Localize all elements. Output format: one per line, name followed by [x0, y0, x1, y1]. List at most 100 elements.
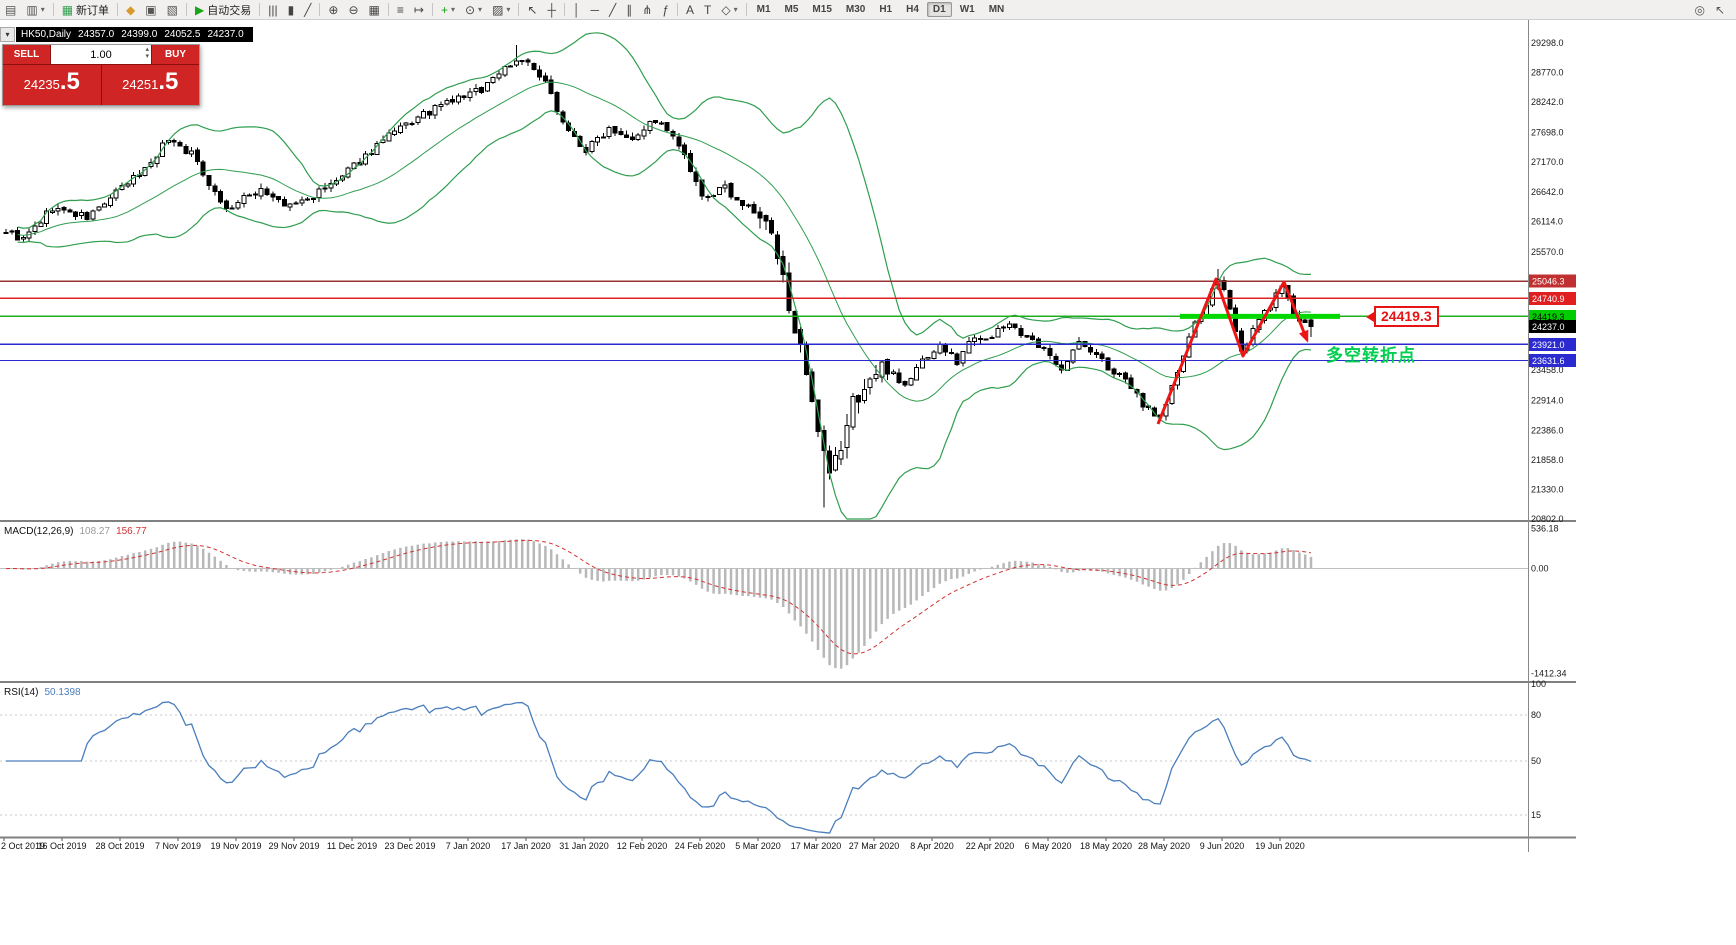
svg-text:22386.0: 22386.0 [1531, 425, 1564, 435]
mql5-community-button[interactable]: ◆ [122, 0, 139, 19]
indicators-button[interactable]: + ▾ [437, 0, 459, 19]
chart-info-bar: ▾ HK50,Daily 24357.0 24399.0 24052.5 242… [0, 27, 253, 42]
sell-price-button[interactable]: 24235.5 [3, 65, 101, 105]
timeframe-D1[interactable]: D1 [926, 2, 952, 17]
new-chart-button[interactable]: ▤ [1, 0, 20, 19]
price-callout[interactable]: 24419.3 [1366, 306, 1439, 327]
profiles-button[interactable]: ▥ ▾ [22, 0, 48, 19]
svg-text:25570.0: 25570.0 [1531, 247, 1564, 257]
collapse-trade-panel-button[interactable]: ▾ [0, 27, 15, 42]
close-value: 24237.0 [207, 29, 244, 40]
annotations[interactable] [1156, 277, 1340, 425]
svg-text:20802.0: 20802.0 [1531, 514, 1564, 524]
toolbar-separator [185, 3, 187, 16]
text-icon: A [686, 2, 695, 17]
svg-text:8 Apr 2020: 8 Apr 2020 [910, 841, 954, 851]
templates-icon: ▨ [492, 2, 504, 17]
templates-dropdown-icon[interactable]: ▾ [506, 5, 511, 14]
open-value: 24357.0 [78, 29, 115, 40]
toolbar-separator [745, 3, 747, 16]
svg-text:7 Jan 2020: 7 Jan 2020 [446, 841, 491, 851]
line-mode-button[interactable]: ╱ [300, 0, 315, 19]
periods-icon: ⊙ [464, 2, 476, 17]
vertical-line-button[interactable]: │ [569, 0, 585, 19]
svg-text:21858.0: 21858.0 [1531, 455, 1564, 465]
zoom-in-button[interactable]: ⊕ [324, 0, 342, 19]
svg-text:-1412.34: -1412.34 [1531, 668, 1567, 678]
data-window-icon: ▣ [145, 2, 157, 17]
chart-shift-icon: ↦ [413, 2, 424, 17]
timeframe-H4[interactable]: H4 [906, 4, 919, 15]
svg-text:28242.0: 28242.0 [1531, 97, 1564, 107]
profiles-dropdown-icon[interactable]: ▾ [40, 5, 45, 14]
arrow-objects-dropdown-icon[interactable]: ▾ [733, 5, 738, 14]
timeframe-M1[interactable]: M1 [756, 4, 771, 15]
rsi-name: RSI(14) [4, 687, 39, 698]
svg-text:22914.0: 22914.0 [1531, 396, 1564, 406]
timeframe-H1[interactable]: H1 [879, 4, 893, 15]
buy-price-button[interactable]: 24251.5 [101, 65, 199, 105]
search-icon: ◎ [1694, 2, 1705, 17]
auto-scroll-icon: ≡ [396, 2, 404, 17]
new-order-button[interactable]: ▦ 新订单 [58, 0, 113, 19]
profiles-icon: ▥ [26, 2, 38, 17]
svg-text:18 May 2020: 18 May 2020 [1080, 841, 1132, 851]
cursor-button[interactable]: ↖ [523, 0, 541, 19]
volume-down-icon[interactable]: ▾ [145, 53, 149, 60]
search-button[interactable]: ◎ [1690, 0, 1708, 19]
svg-text:23921.0: 23921.0 [1532, 340, 1565, 350]
volume-up-icon[interactable]: ▴ [145, 46, 149, 53]
svg-text:12 Feb 2020: 12 Feb 2020 [617, 841, 668, 851]
fibonacci-button[interactable]: ƒ [658, 0, 673, 19]
volume-value: 1.00 [90, 48, 112, 61]
svg-text:28770.0: 28770.0 [1531, 68, 1564, 78]
trendline-button[interactable]: ╱ [605, 0, 620, 19]
symbol-info-tab: HK50,Daily 24357.0 24399.0 24052.5 24237… [16, 27, 253, 42]
auto-trading-button[interactable]: ▶ 自动交易 [191, 0, 255, 19]
chart-shift-button[interactable]: ↦ [410, 0, 428, 19]
price-axis[interactable]: 29298.0 28770.0 28242.0 27698.0 27170.0 26642… [1528, 20, 1577, 852]
text-button[interactable]: A [682, 0, 698, 19]
andrews-pitchfork-button[interactable]: ⋔ [638, 0, 656, 19]
equidistant-channel-button[interactable]: ∥ [622, 0, 636, 19]
bars-mode-button[interactable]: ||| [264, 0, 281, 19]
toolbar-separator [431, 3, 433, 16]
svg-text:536.18: 536.18 [1531, 524, 1559, 534]
crosshair-button[interactable]: ┼ [543, 0, 560, 19]
timeframe-M15[interactable]: M15 [812, 4, 832, 15]
panel-separators[interactable] [0, 520, 1576, 839]
volume-field[interactable]: 1.00 ▴ ▾ [51, 45, 151, 64]
timeframe-MN[interactable]: MN [988, 4, 1005, 15]
svg-text:27698.0: 27698.0 [1531, 128, 1564, 138]
auto-scroll-button[interactable]: ≡ [393, 0, 408, 19]
data-window-button[interactable]: ▣ [141, 0, 160, 19]
arrow-objects-button[interactable]: ◇ ▾ [717, 0, 741, 19]
symbol-period-label: HK50,Daily [21, 29, 72, 40]
candles-mode-button[interactable]: ▮ [284, 0, 299, 19]
strategy-tester-button[interactable]: ▧ [163, 0, 182, 19]
templates-button[interactable]: ▨ ▾ [488, 0, 514, 19]
periods-button[interactable]: ⊙ ▾ [461, 0, 486, 19]
trendline-icon: ╱ [609, 2, 617, 17]
sell-button[interactable]: SELL [3, 45, 50, 64]
text-label-button[interactable]: T [700, 0, 715, 19]
buy-button[interactable]: BUY [152, 45, 199, 64]
indicators-dropdown-icon[interactable]: ▾ [450, 5, 455, 14]
annotation-note[interactable]: 多空转折点 [1326, 346, 1416, 365]
timeframe-M5[interactable]: M5 [784, 4, 799, 15]
candlestick-series [3, 45, 1314, 508]
svg-text:11 Dec 2019: 11 Dec 2019 [327, 841, 377, 851]
timeframe-M30[interactable]: M30 [845, 4, 866, 15]
periods-dropdown-icon[interactable]: ▾ [478, 5, 483, 14]
timeframe-W1[interactable]: W1 [959, 4, 975, 15]
horizontal-line-button[interactable]: ─ [587, 0, 604, 19]
auto-trading-icon: ▶ [194, 2, 205, 17]
tile-windows-button[interactable]: ▦ [365, 0, 384, 19]
zoom-out-button[interactable]: ⊖ [344, 0, 362, 19]
svg-text:100: 100 [1531, 679, 1546, 689]
pointer-button[interactable]: ↖ [1711, 0, 1729, 19]
sell-price-small: 24235 [23, 77, 60, 92]
